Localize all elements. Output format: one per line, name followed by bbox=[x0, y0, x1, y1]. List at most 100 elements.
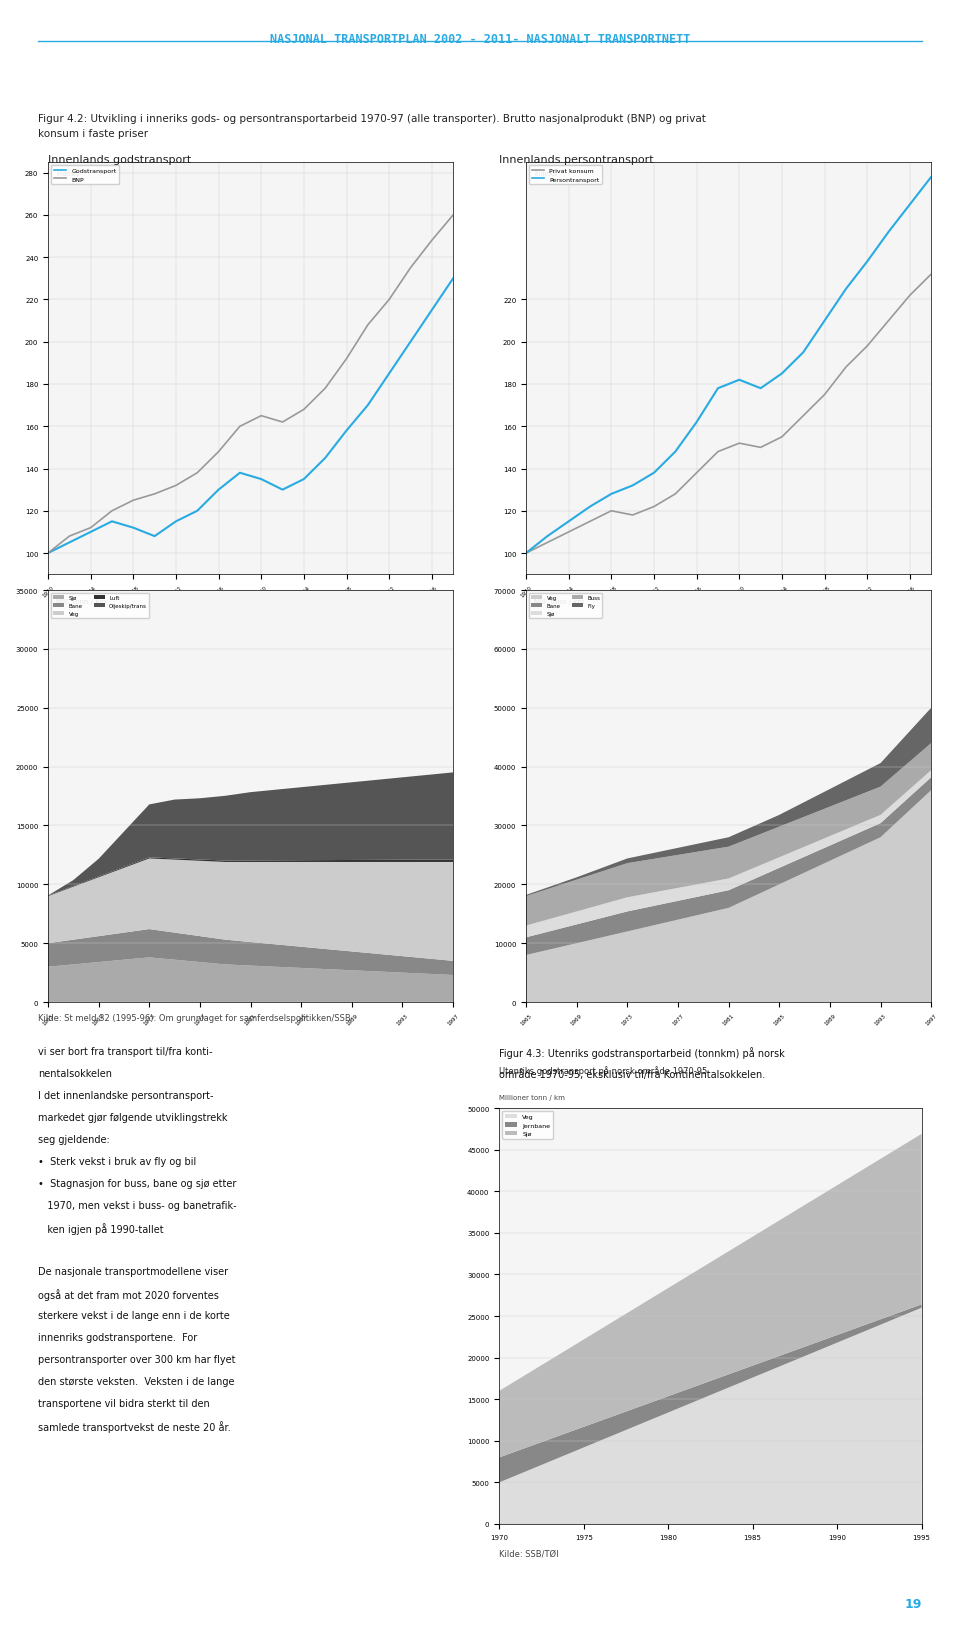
Text: innenriks godstransportene.  For: innenriks godstransportene. For bbox=[38, 1333, 198, 1343]
BNP bbox=[84, 518, 96, 538]
Persontransport bbox=[541, 526, 553, 546]
Text: Kilde: St meld 32 (1995-96): Om grunnlaget for samferdselspolitikken/SSB: Kilde: St meld 32 (1995-96): Om grunnlag… bbox=[38, 1014, 351, 1024]
BNP bbox=[299, 401, 310, 421]
Privat konsum bbox=[883, 311, 895, 331]
Persontransport bbox=[925, 168, 937, 187]
Godstransport bbox=[42, 544, 54, 564]
Godstransport bbox=[128, 518, 139, 538]
BNP bbox=[213, 442, 225, 461]
Persontransport bbox=[840, 280, 852, 300]
Text: NASJONAL TRANSPORTPLAN 2002 - 2011- NASJONALT TRANSPORTNETT: NASJONAL TRANSPORTPLAN 2002 - 2011- NASJ… bbox=[270, 33, 690, 46]
Text: persontransporter over 300 km har flyet: persontransporter over 300 km har flyet bbox=[38, 1355, 236, 1364]
Privat konsum bbox=[712, 442, 724, 461]
BNP bbox=[63, 526, 75, 546]
Privat konsum bbox=[840, 359, 852, 378]
Text: ken igjen på 1990-tallet: ken igjen på 1990-tallet bbox=[38, 1222, 164, 1234]
Text: den største veksten.  Veksten i de lange: den største veksten. Veksten i de lange bbox=[38, 1376, 235, 1387]
Line: Privat konsum: Privat konsum bbox=[526, 275, 931, 554]
Persontransport bbox=[777, 365, 788, 385]
Text: samlede transportvekst de neste 20 år.: samlede transportvekst de neste 20 år. bbox=[38, 1421, 231, 1433]
BNP bbox=[107, 502, 118, 522]
Text: •  Stagnasjon for buss, bane og sjø etter: • Stagnasjon for buss, bane og sjø etter bbox=[38, 1178, 237, 1188]
BNP bbox=[149, 484, 160, 504]
Legend: Veg, Bane, Sjø, Buss, Fly: Veg, Bane, Sjø, Buss, Fly bbox=[529, 593, 602, 618]
Privat konsum bbox=[733, 434, 745, 453]
BNP bbox=[405, 259, 417, 279]
Persontransport bbox=[904, 196, 916, 215]
Text: nentalsokkelen: nentalsokkelen bbox=[38, 1069, 112, 1079]
Privat konsum bbox=[563, 523, 574, 543]
Persontransport bbox=[691, 412, 703, 432]
Persontransport bbox=[755, 380, 766, 399]
Persontransport bbox=[819, 311, 830, 331]
BNP bbox=[234, 417, 246, 437]
Text: Mill. tonn / km: Mill. tonn / km bbox=[534, 598, 585, 605]
BNP bbox=[362, 316, 373, 336]
Privat konsum bbox=[904, 287, 916, 306]
Text: område 1970-95, eksklusiv til/fra Kontinentalsokkelen.: område 1970-95, eksklusiv til/fra Kontin… bbox=[499, 1069, 765, 1079]
BNP bbox=[191, 463, 203, 482]
BNP bbox=[276, 412, 288, 432]
Privat konsum bbox=[541, 533, 553, 553]
Text: seg gjeldende:: seg gjeldende: bbox=[38, 1134, 110, 1144]
Godstransport bbox=[426, 302, 438, 321]
Godstransport bbox=[107, 512, 118, 531]
Privat konsum bbox=[585, 512, 596, 531]
BNP bbox=[128, 491, 139, 510]
Text: Indeks: Indeks bbox=[534, 171, 557, 178]
Persontransport bbox=[712, 380, 724, 399]
Privat konsum bbox=[648, 497, 660, 517]
Godstransport bbox=[362, 396, 373, 416]
Godstransport bbox=[299, 469, 310, 489]
Privat konsum bbox=[606, 502, 617, 522]
Line: BNP: BNP bbox=[48, 215, 453, 554]
Privat konsum bbox=[777, 427, 788, 447]
BNP bbox=[255, 406, 267, 425]
Privat konsum bbox=[627, 505, 638, 525]
Privat konsum bbox=[925, 266, 937, 285]
Persontransport bbox=[883, 223, 895, 243]
Text: Indeks: Indeks bbox=[56, 171, 79, 178]
Legend: Godstransport, BNP: Godstransport, BNP bbox=[51, 166, 119, 184]
Privat konsum bbox=[520, 544, 532, 564]
Text: Kilde: SSB/TØI: Kilde: SSB/TØI bbox=[499, 1548, 559, 1558]
Privat konsum bbox=[798, 406, 809, 425]
Godstransport bbox=[149, 526, 160, 546]
Text: markedet gjør følgende utviklingstrekk: markedet gjør følgende utviklingstrekk bbox=[38, 1112, 228, 1123]
Privat konsum bbox=[861, 337, 873, 357]
Persontransport bbox=[648, 463, 660, 482]
BNP bbox=[383, 290, 395, 310]
Persontransport bbox=[520, 544, 532, 564]
Privat konsum bbox=[669, 484, 681, 504]
Persontransport bbox=[798, 344, 809, 363]
Godstransport bbox=[234, 463, 246, 482]
Persontransport bbox=[627, 476, 638, 496]
BNP bbox=[426, 231, 438, 251]
Godstransport bbox=[447, 269, 459, 289]
Text: Figur 4.3: Utenriks godstransportarbeid (tonnkm) på norsk: Figur 4.3: Utenriks godstransportarbeid … bbox=[499, 1046, 785, 1058]
Godstransport bbox=[383, 365, 395, 385]
Persontransport bbox=[606, 484, 617, 504]
Godstransport bbox=[405, 333, 417, 352]
Privat konsum bbox=[755, 438, 766, 458]
Text: Innenlands persontransport: Innenlands persontransport bbox=[499, 155, 654, 165]
BNP bbox=[341, 349, 352, 368]
Line: Godstransport: Godstransport bbox=[48, 279, 453, 554]
Godstransport bbox=[255, 469, 267, 489]
Godstransport bbox=[276, 481, 288, 500]
Legend: Veg, Jernbane, Sjø: Veg, Jernbane, Sjø bbox=[502, 1112, 553, 1139]
Text: Innenlands godstransport: Innenlands godstransport bbox=[48, 155, 191, 165]
BNP bbox=[42, 544, 54, 564]
Godstransport bbox=[170, 512, 181, 531]
BNP bbox=[447, 205, 459, 225]
Godstransport bbox=[63, 533, 75, 553]
Godstransport bbox=[191, 502, 203, 522]
Privat konsum bbox=[691, 463, 703, 482]
Persontransport bbox=[585, 497, 596, 517]
Legend: Privat konsum, Persontransport: Privat konsum, Persontransport bbox=[529, 166, 602, 184]
Text: konsum i faste priser: konsum i faste priser bbox=[38, 129, 149, 139]
Text: De nasjonale transportmodellene viser: De nasjonale transportmodellene viser bbox=[38, 1267, 228, 1276]
Text: Mill. tonn / km: Mill. tonn / km bbox=[56, 598, 107, 605]
Text: •  Sterk vekst i bruk av fly og bil: • Sterk vekst i bruk av fly og bil bbox=[38, 1157, 197, 1167]
Text: Figur 4.2: Utvikling i inneriks gods- og persontransportarbeid 1970-97 (alle tra: Figur 4.2: Utvikling i inneriks gods- og… bbox=[38, 114, 707, 124]
